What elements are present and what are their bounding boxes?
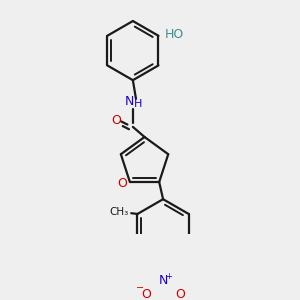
Text: +: +	[165, 272, 172, 281]
Text: −: −	[136, 283, 144, 293]
Text: O: O	[111, 114, 121, 127]
Text: CH₃: CH₃	[109, 207, 128, 218]
Text: N: N	[124, 95, 134, 109]
Text: O: O	[141, 288, 151, 300]
Text: O: O	[175, 288, 185, 300]
Text: HO: HO	[165, 28, 184, 41]
Text: H: H	[134, 98, 142, 109]
Text: O: O	[117, 177, 127, 190]
Text: N: N	[158, 274, 168, 286]
